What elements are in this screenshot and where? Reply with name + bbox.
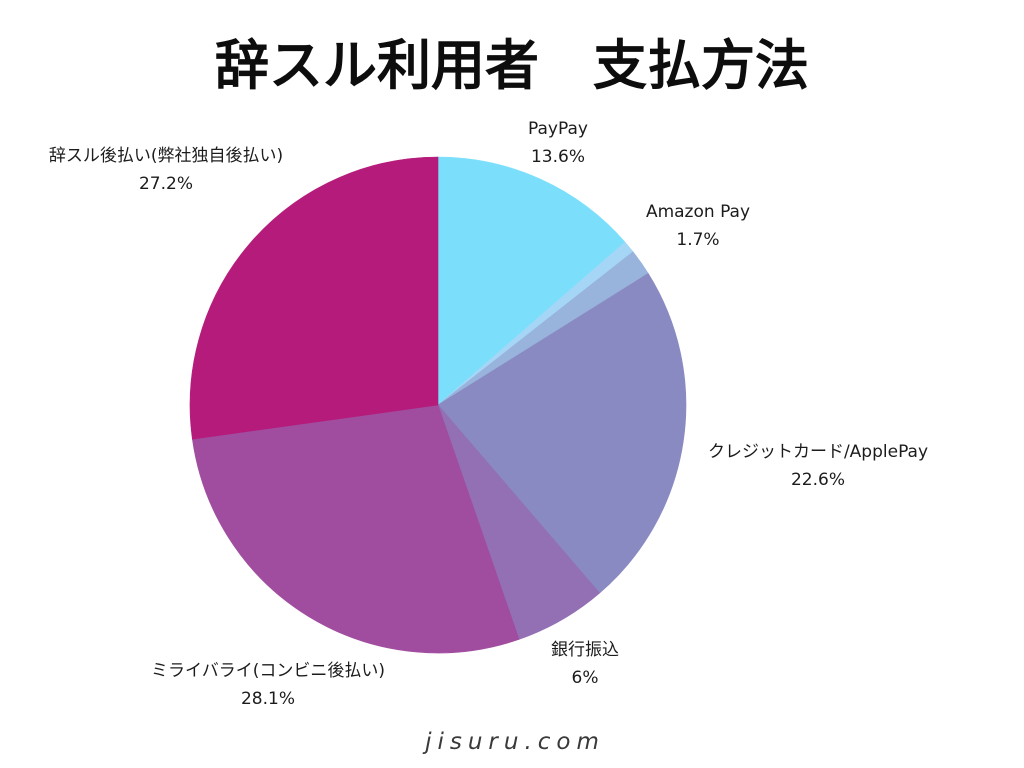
slice-value-paypay: 13.6% xyxy=(531,147,585,167)
slice-value-bank-transfer: 6% xyxy=(572,668,599,688)
site-watermark: jisuru.com xyxy=(422,729,605,755)
chart-title: 辞スル利用者 支払方法 xyxy=(215,34,809,97)
pie-slice-credit-card-applepay xyxy=(437,273,687,594)
pie-slices xyxy=(189,156,687,654)
slice-label-paypay: PayPay xyxy=(528,119,588,139)
slice-value-amazon-pay: 1.7% xyxy=(676,230,719,250)
slice-label-bank-transfer: 銀行振込 xyxy=(551,640,619,660)
pie-slice-paypay xyxy=(437,156,626,406)
slice-label-amazon-pay: Amazon Pay xyxy=(646,202,750,222)
slice-value-mirai-barai: 28.1% xyxy=(241,689,295,709)
slice-value-jisuru-atobarai: 27.2% xyxy=(139,174,193,194)
slice-label-mirai-barai: ミライバライ(コンビニ後払い) xyxy=(151,661,385,681)
pie-slice-mirai-barai xyxy=(192,404,520,654)
slice-label-jisuru-atobarai: 辞スル後払い(弊社独自後払い) xyxy=(49,146,283,166)
slice-label-credit-card-applepay: クレジットカード/ApplePay xyxy=(708,442,928,462)
pie-slice-jisuru-atobarai xyxy=(189,156,439,440)
slice-value-credit-card-applepay: 22.6% xyxy=(791,470,845,490)
slice-labels: PayPay 13.6% Amazon Pay 1.7% クレジットカード/Ap… xyxy=(49,119,928,709)
